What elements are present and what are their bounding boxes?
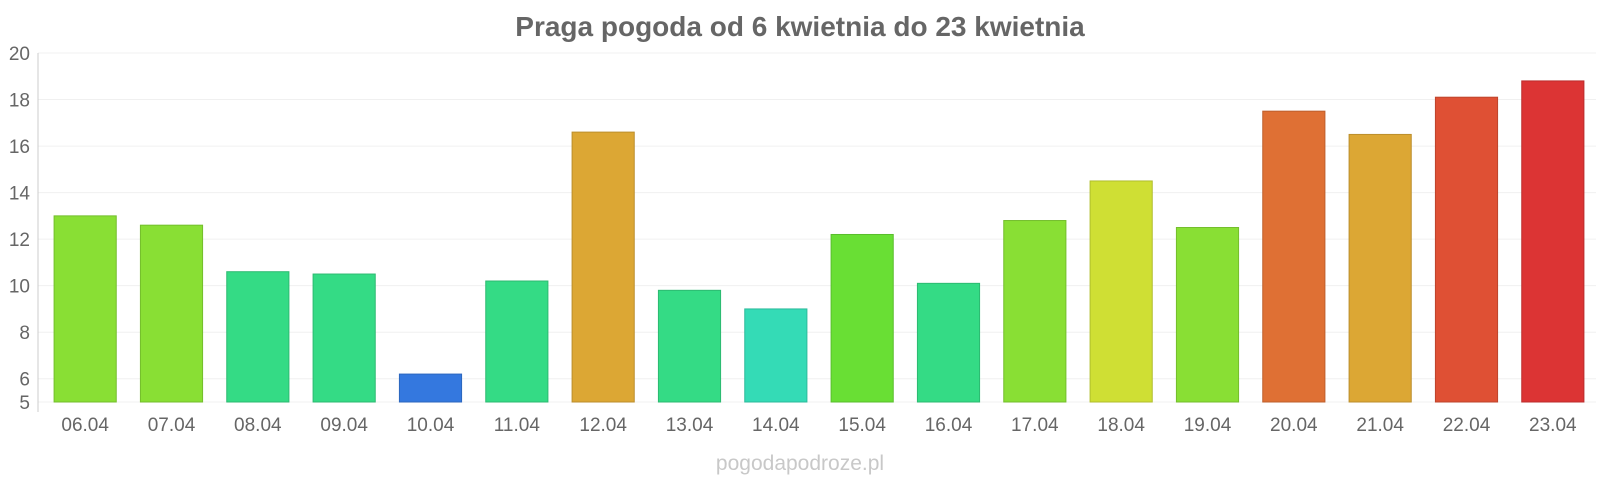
bar-20.04	[1263, 111, 1325, 402]
x-tick-label: 17.04	[1011, 415, 1059, 436]
bar-14.04	[745, 309, 807, 402]
x-tick-label: 23.04	[1529, 415, 1577, 436]
y-tick-label: 16	[9, 137, 30, 158]
y-tick-label: 20	[9, 44, 30, 65]
bar-16.04	[917, 283, 979, 402]
bar-13.04	[658, 290, 720, 402]
bar-15.04	[831, 234, 893, 402]
y-axis-ticks: 56 8 10 12 14 16 18 20	[9, 44, 31, 414]
y-tick-label: 8	[19, 323, 30, 344]
x-tick-label: 21.04	[1356, 415, 1404, 436]
x-tick-label: 12.04	[579, 415, 627, 436]
y-tick-label: 12	[9, 230, 30, 251]
bar-19.04	[1176, 228, 1238, 403]
x-tick-label: 15.04	[838, 415, 886, 436]
x-tick-label: 13.04	[666, 415, 714, 436]
x-tick-label: 07.04	[148, 415, 196, 436]
bars	[54, 81, 1584, 402]
y-tick-label: 5	[19, 393, 30, 414]
watermark: pogodapodroze.pl	[716, 452, 884, 475]
bar-22.04	[1435, 97, 1497, 402]
x-tick-label: 09.04	[320, 415, 368, 436]
x-tick-label: 22.04	[1443, 415, 1491, 436]
x-tick-label: 16.04	[925, 415, 973, 436]
x-tick-label: 10.04	[407, 415, 455, 436]
bar-23.04	[1522, 81, 1584, 402]
bar-18.04	[1090, 181, 1152, 402]
x-tick-label: 06.04	[61, 415, 109, 436]
x-tick-label: 14.04	[752, 415, 800, 436]
x-tick-label: 19.04	[1184, 415, 1232, 436]
x-tick-label: 08.04	[234, 415, 282, 436]
bar-12.04	[572, 132, 634, 402]
y-tick-label: 18	[9, 91, 30, 112]
x-tick-label: 18.04	[1097, 415, 1145, 436]
x-tick-label: 20.04	[1270, 415, 1318, 436]
x-tick-label: 11.04	[494, 415, 541, 436]
bar-10.04	[399, 374, 461, 402]
x-axis-ticks: 06.04 07.04 08.04 09.04 10.04 11.04 12.04 13.04…	[61, 415, 1577, 436]
bar-07.04	[140, 225, 202, 402]
bar-09.04	[313, 274, 375, 402]
y-tick-label: 14	[9, 184, 31, 205]
bar-17.04	[1004, 221, 1066, 402]
bar-21.04	[1349, 134, 1411, 402]
y-tick-label: 10	[9, 277, 30, 298]
y-tick-label: 6	[19, 370, 30, 391]
chart-title: Praga pogoda od 6 kwietnia do 23 kwietni…	[515, 11, 1085, 42]
bar-08.04	[227, 272, 289, 402]
bar-06.04	[54, 216, 116, 402]
bar-11.04	[486, 281, 548, 402]
